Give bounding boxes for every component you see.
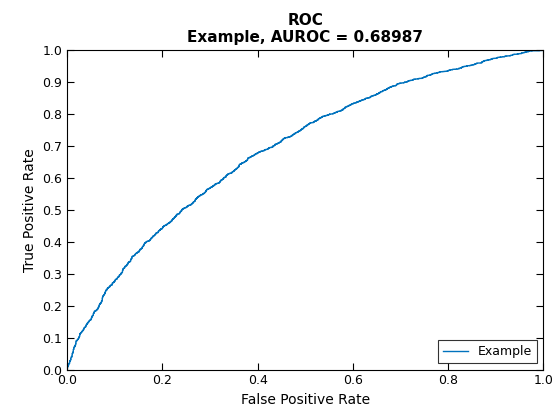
Example <box>160 224 166 229</box>
Legend: Example: Example <box>438 340 537 363</box>
Y-axis label: True Positive Rate: True Positive Rate <box>23 148 37 272</box>
Title: ROC
Example, AUROC = 0.68987: ROC Example, AUROC = 0.68987 <box>187 13 423 45</box>
Example <box>83 322 90 327</box>
Example <box>538 48 544 53</box>
X-axis label: False Positive Rate: False Positive Rate <box>241 393 370 407</box>
Example <box>64 367 71 372</box>
Line: Example: Example <box>67 50 543 370</box>
Example <box>488 57 494 62</box>
Example <box>124 262 130 267</box>
Example <box>423 74 430 79</box>
Example <box>540 48 547 53</box>
Example <box>316 116 323 121</box>
